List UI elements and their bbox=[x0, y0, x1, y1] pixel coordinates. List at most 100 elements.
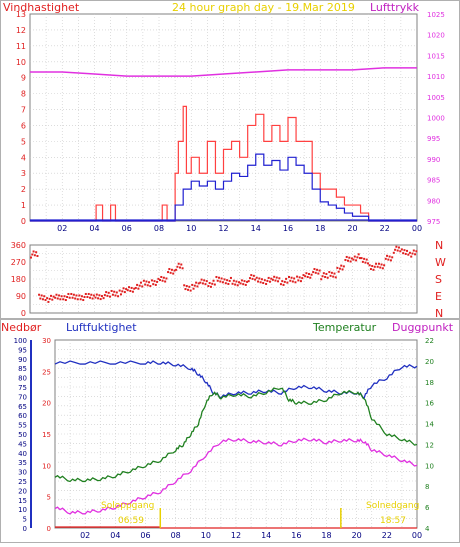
direction-point bbox=[412, 249, 415, 252]
direction-point bbox=[111, 293, 114, 296]
direction-point bbox=[341, 268, 344, 271]
direction-point bbox=[74, 297, 77, 300]
x-tick-label: 22 bbox=[380, 224, 390, 233]
direction-point bbox=[228, 279, 231, 282]
direction-point bbox=[168, 268, 171, 271]
direction-point bbox=[263, 279, 266, 282]
direction-point bbox=[68, 296, 71, 299]
direction-point bbox=[410, 255, 413, 258]
direction-point bbox=[83, 296, 86, 298]
direction-point bbox=[367, 262, 370, 265]
direction-point bbox=[157, 277, 160, 280]
direction-point bbox=[318, 269, 321, 272]
wind-axis-tick: 0 bbox=[21, 217, 26, 226]
direction-point bbox=[119, 293, 122, 296]
direction-point bbox=[80, 295, 83, 298]
rain-label: Nedbør bbox=[1, 321, 42, 334]
temperature-axis-tick: 14 bbox=[425, 421, 434, 429]
direction-point bbox=[62, 298, 65, 301]
direction-point bbox=[349, 260, 352, 263]
direction-point bbox=[138, 284, 141, 287]
temperature-axis-tick: 6 bbox=[425, 504, 430, 512]
direction-point bbox=[169, 271, 172, 274]
rain-axis-tick: 70 bbox=[18, 393, 27, 401]
direction-point bbox=[173, 269, 176, 272]
x-tick-label: 08 bbox=[154, 224, 164, 233]
compass-label: E bbox=[435, 290, 442, 303]
direction-point bbox=[350, 257, 353, 260]
direction-point bbox=[201, 282, 204, 285]
direction-point bbox=[223, 278, 226, 281]
direction-point bbox=[397, 246, 400, 249]
rain-axis-tick: 15 bbox=[18, 497, 27, 505]
rain-axis-tick: 100 bbox=[14, 337, 27, 345]
direction-point bbox=[113, 290, 116, 293]
direction-point bbox=[260, 278, 263, 281]
direction-point bbox=[219, 280, 222, 283]
direction-point bbox=[377, 262, 380, 265]
direction-point bbox=[402, 252, 405, 255]
direction-point bbox=[306, 275, 309, 278]
direction-point bbox=[114, 294, 117, 297]
temperature-axis-tick: 18 bbox=[425, 379, 434, 387]
direction-point bbox=[218, 276, 221, 279]
direction-point bbox=[165, 277, 168, 280]
humidity-label: Luftfuktighet bbox=[66, 321, 137, 334]
wind-axis-tick: 4 bbox=[21, 153, 26, 162]
direction-point bbox=[203, 279, 206, 282]
rain-axis-tick: 45 bbox=[18, 440, 27, 448]
direction-point bbox=[348, 256, 351, 259]
humidity-axis-tick: 0 bbox=[47, 525, 51, 533]
direction-point bbox=[33, 254, 36, 257]
direction-point bbox=[118, 289, 121, 292]
direction-point bbox=[299, 280, 302, 283]
direction-point bbox=[406, 249, 409, 252]
direction-point bbox=[283, 280, 286, 283]
direction-point bbox=[259, 281, 262, 284]
compass-label: S bbox=[435, 273, 442, 286]
direction-point bbox=[196, 285, 199, 288]
wind-axis-tick: 7 bbox=[21, 106, 26, 115]
direction-point bbox=[395, 245, 398, 248]
direction-point bbox=[56, 297, 59, 300]
direction-point bbox=[285, 277, 288, 280]
direction-point bbox=[344, 258, 347, 261]
direction-point bbox=[172, 272, 175, 275]
direction-point bbox=[394, 248, 397, 251]
direction-point bbox=[97, 297, 100, 300]
pressure-axis-tick: 975 bbox=[427, 218, 440, 226]
direction-point bbox=[117, 295, 120, 298]
direction-point bbox=[313, 268, 316, 271]
direction-point bbox=[361, 260, 364, 263]
x-tick-label: 02 bbox=[57, 224, 67, 233]
x-tick-label: 12 bbox=[218, 224, 228, 233]
direction-point bbox=[205, 280, 208, 283]
direction-point bbox=[141, 285, 144, 288]
direction-point bbox=[91, 297, 94, 300]
direction-point bbox=[408, 251, 411, 254]
pressure-axis-tick: 1020 bbox=[427, 32, 445, 40]
sunrise-time: 06:59 bbox=[118, 516, 144, 526]
wind-axis-tick: 6 bbox=[21, 121, 26, 130]
humidity-axis-tick: 25 bbox=[42, 368, 51, 376]
direction-point bbox=[301, 277, 304, 280]
direction-point bbox=[193, 284, 196, 287]
rain-axis-tick: 40 bbox=[18, 450, 27, 458]
rain-axis-tick: 65 bbox=[18, 403, 27, 411]
direction-point bbox=[221, 281, 224, 284]
direction-point bbox=[268, 280, 271, 283]
direction-point bbox=[325, 272, 328, 275]
direction-point bbox=[376, 265, 379, 268]
direction-point bbox=[353, 255, 356, 258]
direction-point bbox=[232, 279, 235, 282]
series-lufttrykk bbox=[30, 67, 417, 77]
direction-point bbox=[156, 280, 159, 283]
direction-point bbox=[58, 294, 61, 297]
direction-point bbox=[314, 271, 317, 274]
direction-point bbox=[363, 257, 366, 260]
wind-axis-tick: 5 bbox=[21, 137, 26, 146]
direction-point bbox=[107, 291, 110, 294]
direction-point bbox=[286, 281, 289, 284]
direction-point bbox=[30, 256, 32, 259]
direction-point bbox=[250, 274, 253, 277]
